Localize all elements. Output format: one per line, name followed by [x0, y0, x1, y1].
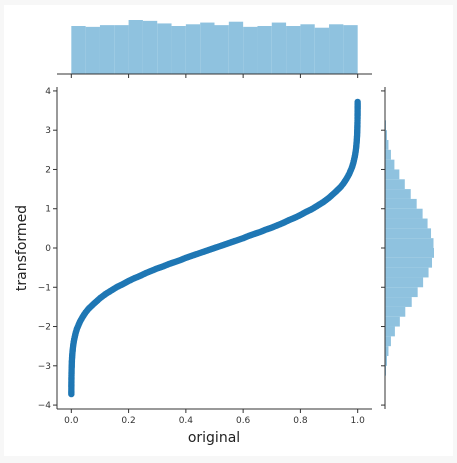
- y-hist-bar: [385, 218, 428, 229]
- y-hist-bar: [385, 238, 434, 248]
- scatter-series: [68, 98, 361, 398]
- y-tick-label: −3: [38, 362, 51, 372]
- x-tick-label: 0.0: [64, 416, 79, 426]
- x-hist-bar: [257, 26, 272, 74]
- x-tick-label: 0.6: [236, 416, 251, 426]
- scatter-point: [354, 100, 361, 107]
- main-scatter-plot: 0.0 0.2 0.4 0.6 0.8 1.0 −4 −3 −2 −1 0 1 2 3 4 origina…: [14, 87, 372, 446]
- y-hist-bar: [385, 277, 424, 288]
- y-hist-bar: [385, 228, 432, 239]
- x-tick-label: 0.8: [293, 416, 308, 426]
- y-tick-label: 1: [45, 205, 51, 215]
- y-tick-label: 2: [45, 165, 51, 175]
- x-hist-bar: [114, 25, 129, 74]
- y-tick-label: 0: [45, 244, 51, 254]
- y-tick-label: −2: [38, 323, 51, 333]
- x-hist-bar: [99, 25, 115, 74]
- y-hist-bar: [385, 248, 434, 258]
- y-hist-bar: [385, 306, 406, 317]
- y-tick-label: 4: [45, 87, 51, 97]
- y-hist-bar: [385, 355, 387, 366]
- y-axis-title: transformed: [14, 205, 30, 291]
- y-tick-label: −4: [38, 401, 52, 411]
- y-hist-bar: [385, 326, 395, 337]
- x-hist-bar: [128, 20, 143, 74]
- y-hist-bar: [385, 208, 423, 219]
- y-hist-bar: [385, 179, 405, 190]
- x-hist-bar: [85, 26, 100, 74]
- y-hist-bar: [385, 159, 395, 170]
- x-axis-title: original: [188, 430, 240, 446]
- x-hist-bar: [271, 22, 287, 74]
- x-hist-bar: [71, 26, 86, 74]
- x-hist-bar: [286, 26, 301, 74]
- y-hist-bar: [385, 336, 391, 347]
- y-hist-bar: [385, 316, 400, 327]
- x-hist-bar: [329, 24, 344, 74]
- x-hist-bar: [142, 20, 158, 74]
- x-tick-label: 1.0: [351, 416, 366, 426]
- y-tick-label: −1: [38, 283, 51, 293]
- y-hist-bar: [385, 169, 400, 180]
- x-hist-bar: [200, 22, 215, 74]
- y-hist-bar: [385, 130, 387, 141]
- y-hist-bar: [385, 149, 391, 160]
- y-hist-bar: [385, 297, 412, 307]
- marginal-y-histogram: [381, 87, 434, 409]
- x-hist-bar: [185, 24, 201, 74]
- y-hist-bar: [385, 140, 389, 150]
- x-hist-bar: [343, 25, 358, 74]
- x-hist-bar: [314, 27, 330, 74]
- y-hist-bar: [385, 287, 418, 298]
- x-hist-bar: [171, 26, 186, 74]
- y-tick-label: 3: [45, 126, 51, 136]
- x-axis-ticks: 0.0 0.2 0.4 0.6 0.8 1.0: [64, 409, 365, 426]
- y-hist-bar: [385, 267, 429, 278]
- x-hist-bar: [157, 23, 172, 74]
- marginal-x-histogram: [57, 20, 372, 78]
- y-hist-bar: [385, 198, 417, 209]
- y-axis-ticks: −4 −3 −2 −1 0 1 2 3 4: [38, 87, 57, 411]
- x-tick-label: 0.2: [121, 416, 135, 426]
- y-hist-bar: [385, 346, 389, 356]
- y-hist-bar: [385, 189, 411, 199]
- x-hist-bar: [228, 21, 244, 74]
- x-hist-bar: [300, 24, 315, 74]
- y-hist-bar: [385, 257, 433, 268]
- x-hist-bar: [243, 26, 258, 74]
- x-hist-bar: [214, 25, 229, 74]
- x-tick-label: 0.4: [179, 416, 194, 426]
